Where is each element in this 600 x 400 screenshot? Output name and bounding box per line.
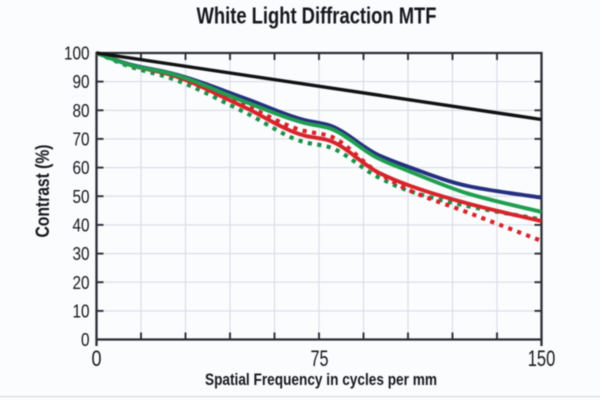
svg-text:80: 80 [73,101,90,121]
svg-text:75: 75 [311,346,329,371]
svg-text:0: 0 [81,330,90,350]
svg-text:50: 50 [73,187,90,207]
svg-text:10: 10 [73,302,90,322]
svg-text:20: 20 [73,273,90,293]
svg-text:90: 90 [73,72,90,92]
svg-text:60: 60 [73,158,90,178]
svg-text:30: 30 [73,244,90,264]
svg-text:100: 100 [64,44,90,64]
svg-text:0: 0 [92,346,102,371]
svg-text:Spatial Frequency in cycles pe: Spatial Frequency in cycles per mm [205,370,437,389]
svg-text:40: 40 [73,216,90,236]
svg-text:150: 150 [528,346,556,371]
svg-text:White Light Diffraction MTF: White Light Diffraction MTF [197,3,437,29]
svg-text:70: 70 [73,130,90,150]
svg-text:Contrast (%): Contrast (%) [33,145,54,238]
